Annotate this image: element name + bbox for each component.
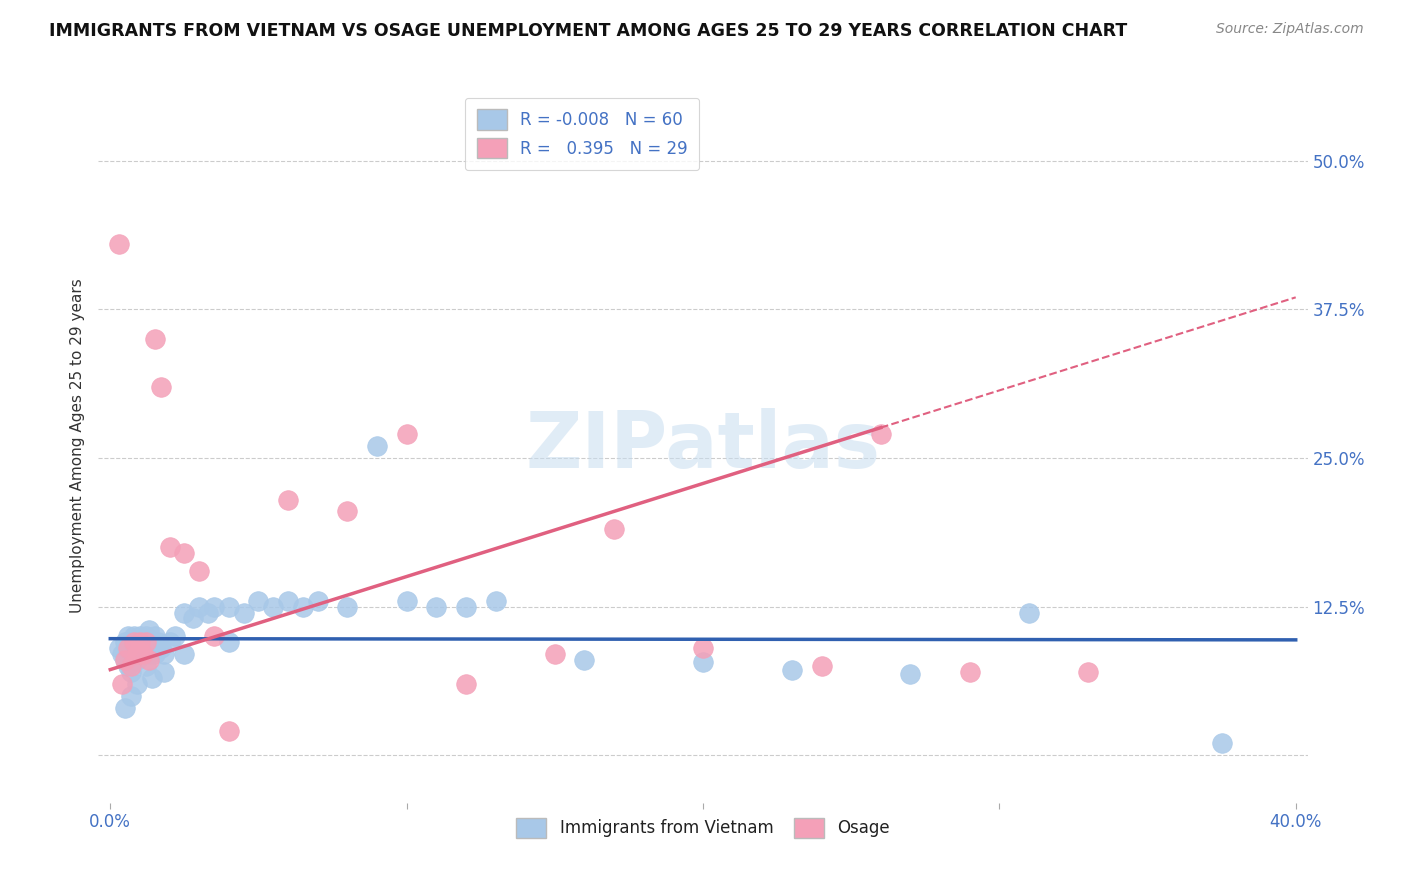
- Point: [152, 647, 174, 661]
- Point: [114, 653, 136, 667]
- Point: [132, 647, 155, 661]
- Point: [135, 635, 157, 649]
- Point: [395, 593, 418, 607]
- Point: [159, 635, 181, 649]
- Point: [900, 667, 922, 681]
- Point: [125, 677, 148, 691]
- Point: [143, 332, 166, 346]
- Point: [603, 522, 626, 536]
- Point: [122, 629, 145, 643]
- Point: [138, 653, 160, 667]
- Point: [692, 641, 714, 656]
- Point: [108, 236, 131, 251]
- Point: [135, 659, 157, 673]
- Point: [425, 599, 447, 614]
- Point: [120, 665, 142, 679]
- Point: [202, 629, 225, 643]
- Point: [111, 677, 134, 691]
- Point: [218, 635, 240, 649]
- Point: [544, 647, 567, 661]
- Point: [454, 677, 477, 691]
- Point: [138, 624, 160, 638]
- Point: [149, 379, 172, 393]
- Point: [141, 635, 163, 649]
- Point: [1211, 736, 1233, 750]
- Point: [484, 593, 506, 607]
- Point: [117, 641, 139, 656]
- Point: [114, 635, 136, 649]
- Text: Source: ZipAtlas.com: Source: ZipAtlas.com: [1216, 22, 1364, 37]
- Point: [143, 629, 166, 643]
- Point: [197, 606, 219, 620]
- Point: [173, 647, 195, 661]
- Point: [165, 629, 187, 643]
- Point: [122, 647, 145, 661]
- Point: [111, 647, 134, 661]
- Point: [692, 656, 714, 670]
- Point: [454, 599, 477, 614]
- Point: [336, 504, 359, 518]
- Point: [307, 593, 329, 607]
- Point: [135, 629, 157, 643]
- Point: [149, 641, 172, 656]
- Point: [132, 647, 155, 661]
- Point: [138, 647, 160, 661]
- Point: [152, 665, 174, 679]
- Point: [125, 647, 148, 661]
- Point: [188, 564, 211, 578]
- Point: [125, 635, 148, 649]
- Point: [277, 593, 299, 607]
- Point: [188, 599, 211, 614]
- Point: [114, 653, 136, 667]
- Point: [135, 641, 157, 656]
- Point: [122, 635, 145, 649]
- Point: [120, 635, 142, 649]
- Point: [395, 427, 418, 442]
- Point: [336, 599, 359, 614]
- Point: [141, 671, 163, 685]
- Legend: Immigrants from Vietnam, Osage: Immigrants from Vietnam, Osage: [506, 807, 900, 848]
- Point: [114, 700, 136, 714]
- Point: [108, 641, 131, 656]
- Point: [1077, 665, 1099, 679]
- Point: [117, 659, 139, 673]
- Point: [120, 689, 142, 703]
- Point: [869, 427, 891, 442]
- Point: [159, 540, 181, 554]
- Point: [143, 647, 166, 661]
- Text: ZIPatlas: ZIPatlas: [526, 408, 880, 484]
- Point: [181, 611, 204, 625]
- Point: [132, 635, 155, 649]
- Point: [120, 659, 142, 673]
- Point: [1018, 606, 1040, 620]
- Point: [146, 635, 169, 649]
- Point: [218, 724, 240, 739]
- Point: [125, 653, 148, 667]
- Point: [959, 665, 981, 679]
- Point: [247, 593, 270, 607]
- Point: [129, 635, 152, 649]
- Point: [129, 641, 152, 656]
- Text: IMMIGRANTS FROM VIETNAM VS OSAGE UNEMPLOYMENT AMONG AGES 25 TO 29 YEARS CORRELAT: IMMIGRANTS FROM VIETNAM VS OSAGE UNEMPLO…: [49, 22, 1128, 40]
- Point: [173, 546, 195, 560]
- Point: [202, 599, 225, 614]
- Point: [277, 492, 299, 507]
- Point: [780, 663, 803, 677]
- Point: [173, 606, 195, 620]
- Point: [574, 653, 596, 667]
- Point: [129, 629, 152, 643]
- Point: [232, 606, 254, 620]
- Point: [366, 439, 388, 453]
- Point: [218, 599, 240, 614]
- Point: [262, 599, 284, 614]
- Point: [117, 629, 139, 643]
- Point: [291, 599, 314, 614]
- Y-axis label: Unemployment Among Ages 25 to 29 years: Unemployment Among Ages 25 to 29 years: [69, 278, 84, 614]
- Point: [810, 659, 832, 673]
